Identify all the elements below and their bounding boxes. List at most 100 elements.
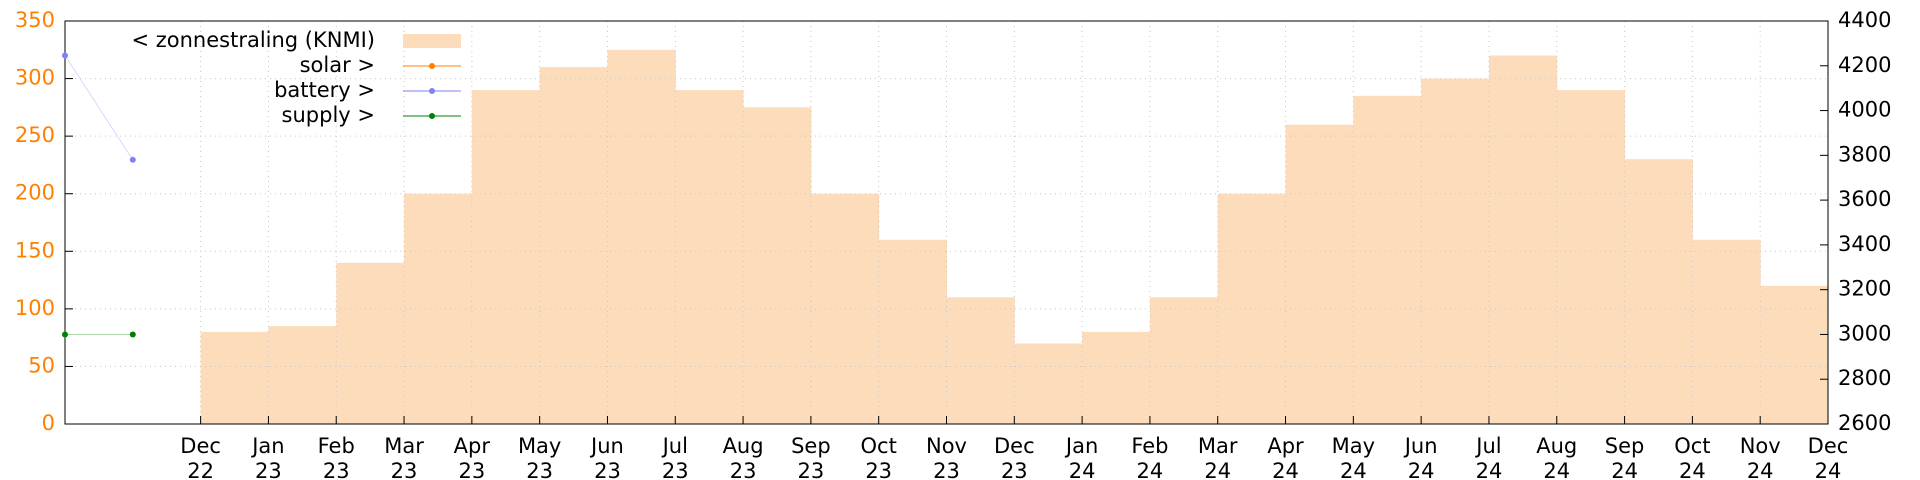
x-tick-label: Dec (180, 434, 221, 458)
area-step (471, 90, 541, 424)
x-tick-label: 23 (594, 459, 621, 480)
y-tick-label: 100 (15, 296, 55, 320)
x-tick-label: 24 (1815, 459, 1842, 480)
y-tick-label: 0 (42, 411, 55, 435)
y-tick-label: 250 (15, 123, 55, 147)
area-step (946, 297, 1015, 424)
x-tick-label: 24 (1204, 459, 1231, 480)
x-tick-label: 23 (933, 459, 960, 480)
area-step (268, 326, 337, 424)
area-step (1285, 124, 1354, 424)
area-step (1149, 297, 1219, 424)
plot-frame (64, 20, 1829, 425)
x-tick-label: 24 (1069, 459, 1096, 480)
area-step (607, 49, 676, 425)
x-tick-label: Jun (1403, 434, 1438, 458)
area-step (1082, 331, 1151, 424)
y2-tick-label: 3200 (1838, 277, 1891, 301)
x-tick-label: 23 (730, 459, 757, 480)
area-step (878, 239, 947, 424)
x-tick-label: Dec (1808, 434, 1849, 458)
area-step (675, 90, 744, 424)
x-tick-label: 22 (187, 459, 214, 480)
legend-label: solar > (300, 53, 375, 77)
legend-swatch (403, 34, 461, 48)
x-tick-label: Feb (1131, 434, 1168, 458)
y-tick-label: 50 (28, 353, 55, 377)
x-tick-label: Jun (589, 434, 624, 458)
x-tick-label: 24 (1476, 459, 1503, 480)
y-tick-label: 300 (15, 66, 55, 90)
x-tick-label: 23 (458, 459, 485, 480)
legend-label: battery > (274, 78, 375, 102)
x-tick-label: 24 (1408, 459, 1435, 480)
data-point (62, 52, 68, 59)
x-tick-label: 24 (1679, 459, 1706, 480)
x-tick-label: Apr (454, 434, 491, 458)
x-tick-label: Jan (1064, 434, 1098, 458)
x-tick-label: Mar (1198, 434, 1238, 458)
data-point (62, 331, 68, 338)
x-tick-label: 24 (1611, 459, 1638, 480)
x-tick-label: Nov (926, 434, 967, 458)
x-tick-label: 24 (1137, 459, 1164, 480)
x-tick-label: 23 (865, 459, 892, 480)
x-tick-label: Dec (994, 434, 1035, 458)
x-tick-label: 24 (1543, 459, 1570, 480)
y2-tick-label: 3600 (1838, 187, 1891, 211)
area-step (743, 107, 812, 424)
x-tick-label: Oct (861, 434, 897, 458)
x-tick-label: Aug (723, 434, 764, 458)
x-tick-label: Oct (1674, 434, 1710, 458)
y2-tick-label: 4400 (1838, 8, 1891, 32)
y-tick-label: 200 (15, 181, 55, 205)
area-step (1488, 55, 1558, 425)
x-tick-label: Jul (1474, 434, 1501, 458)
area-step (1353, 95, 1422, 424)
legend-label: < zonnestraling (KNMI) (131, 28, 375, 52)
area-step (1014, 343, 1083, 424)
x-tick-label: Jul (661, 434, 688, 458)
x-tick-label: 23 (798, 459, 825, 480)
data-point (129, 156, 136, 163)
x-tick-label: 23 (662, 459, 689, 480)
x-tick-label: 24 (1340, 459, 1367, 480)
y2-tick-label: 3000 (1838, 321, 1891, 345)
x-tick-label: 23 (255, 459, 282, 480)
y2-tick-label: 2600 (1838, 411, 1891, 435)
x-tick-label: Feb (318, 434, 355, 458)
x-tick-label: 23 (1001, 459, 1028, 480)
y2-tick-label: 4200 (1838, 53, 1891, 77)
legend-marker (429, 88, 435, 94)
area-step (404, 193, 473, 424)
y2-tick-label: 3800 (1838, 142, 1891, 166)
area-step (539, 67, 608, 425)
x-tick-label: 23 (526, 459, 553, 480)
area-step (200, 331, 269, 424)
x-tick-label: May (1332, 434, 1375, 458)
area-step (1624, 159, 1693, 424)
x-tick-label: Mar (384, 434, 424, 458)
area-step (1760, 285, 1829, 424)
legend-marker (429, 113, 435, 119)
area-step (1556, 90, 1626, 424)
legend-marker (429, 63, 435, 69)
area-step (1692, 239, 1761, 424)
x-tick-label: 24 (1747, 459, 1774, 480)
x-tick-label: May (518, 434, 561, 458)
x-tick-label: 24 (1272, 459, 1299, 480)
y2-tick-label: 3400 (1838, 232, 1891, 256)
area-step (1217, 193, 1287, 424)
y-tick-label: 150 (15, 238, 55, 262)
y2-tick-label: 2800 (1838, 366, 1891, 390)
data-point (129, 331, 136, 338)
x-tick-label: Aug (1536, 434, 1577, 458)
x-tick-label: Nov (1740, 434, 1781, 458)
legend-label: supply > (282, 103, 375, 127)
area-step (336, 262, 405, 424)
x-tick-label: Apr (1267, 434, 1304, 458)
y2-tick-label: 4000 (1838, 98, 1891, 122)
series-line (64, 55, 134, 160)
x-tick-label: Sep (1605, 434, 1645, 458)
